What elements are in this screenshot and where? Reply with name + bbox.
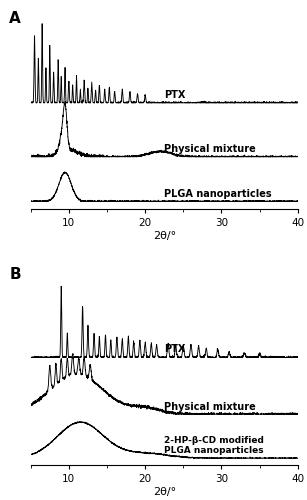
Text: 2-HP-β-CD modified
PLGA nanoparticles: 2-HP-β-CD modified PLGA nanoparticles (164, 436, 264, 455)
Text: PTX: PTX (164, 90, 186, 100)
Text: A: A (9, 11, 21, 26)
Text: Physical mixture: Physical mixture (164, 402, 256, 412)
X-axis label: 2θ/°: 2θ/° (153, 487, 176, 497)
Text: Physical mixture: Physical mixture (164, 144, 256, 154)
Text: PTX: PTX (164, 344, 186, 354)
X-axis label: 2θ/°: 2θ/° (153, 231, 176, 241)
Text: B: B (9, 267, 21, 282)
Text: PLGA nanoparticles: PLGA nanoparticles (164, 188, 272, 198)
